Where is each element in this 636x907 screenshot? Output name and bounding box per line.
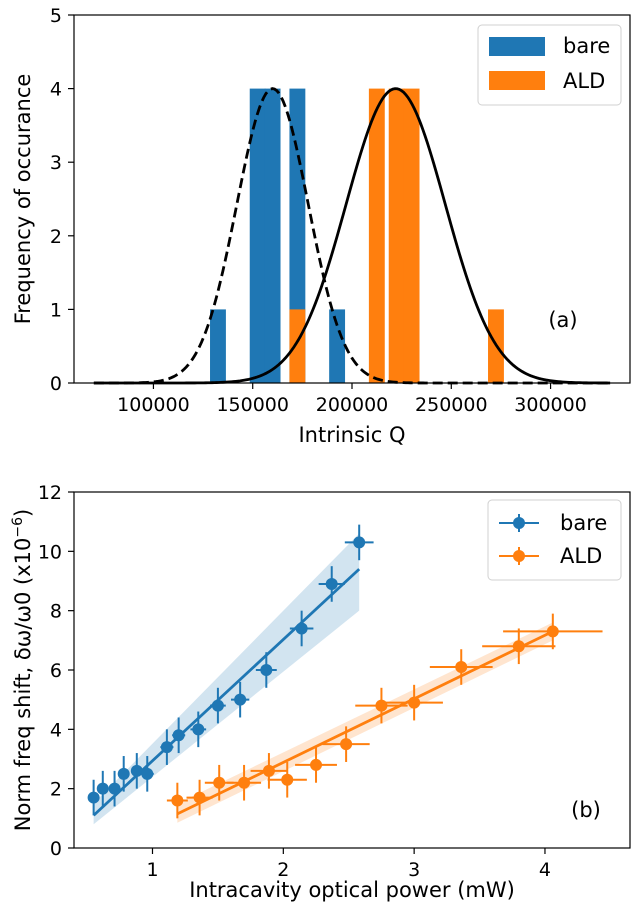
fit-line-ald [176,630,554,816]
data-point-ald [193,791,206,804]
panel-a-y-axis-label: Frequency of occurance [11,74,35,325]
data-point-ald [213,776,226,789]
data-point-bare [211,699,224,712]
data-point-bare [325,577,338,590]
data-point-bare [260,664,273,676]
data-point-bare [87,791,100,804]
y-tick-label: 5 [50,5,62,27]
data-point-bare [96,782,109,795]
legend-swatch-bare [489,37,545,56]
data-point-bare [117,767,130,780]
data-point-ald [340,738,353,751]
data-point-ald [310,758,323,771]
data-point-ald [281,773,294,786]
panel-a-annotation: (a) [548,308,577,332]
data-point-ald [546,625,559,638]
data-point-ald [375,699,388,712]
panel-a-plot-area [93,87,611,385]
data-point-ald [512,640,525,653]
bar-ald-2 [388,88,405,383]
y-tick-label: 8 [50,601,62,623]
legend-marker-dot [513,517,525,529]
panel-a-legend: bare ALD [477,24,622,106]
panel-b-x-axis-label: Intracavity optical power (mW) [189,878,515,902]
y-tick-label: 10 [38,541,62,563]
legend-label-ald: ALD [560,544,602,568]
bar-ald-1 [368,88,385,383]
fit-curve-solid [93,87,611,385]
data-point-ald [171,794,184,807]
data-point-bare [172,729,185,742]
fit-curve-dashed [93,87,611,385]
bar-bare-1 [249,88,266,383]
legend-label-ald: ALD [563,69,605,93]
bar-ald-0 [289,309,306,383]
y-tick-label: 4 [50,79,62,101]
x-tick-label: 100000 [117,394,190,416]
bar-bare-4 [329,309,346,383]
data-point-bare [108,782,121,795]
bar-bare-0 [210,309,226,383]
data-point-bare [192,723,205,736]
data-point-ald [262,764,275,777]
y-tick-label: 6 [50,660,62,682]
x-tick-label: 200000 [316,394,389,416]
panel-b-y-axis-label-superscript: −6 [10,517,26,538]
panel-b-y-axis-label-main: Norm freq shift, δω/ω0 (x10 [11,538,35,832]
data-point-bare [234,693,247,706]
panel-a-ticks: 100000 150000 200000 250000 300000 0 1 2 3 4 5 [50,5,587,416]
y-tick-label: 2 [50,779,62,801]
data-point-bare [160,741,173,754]
panel-b-plot-area [87,524,603,825]
panel-b-y-axis-label-close: ) [11,509,35,517]
bar-bare-2 [264,88,281,383]
x-tick-label: 2 [277,859,289,881]
legend-marker-ald [499,547,539,565]
x-tick-label: 150000 [216,394,289,416]
legend-label-bare: bare [560,511,607,535]
x-tick-label: 3 [408,859,420,881]
x-tick-label: 250000 [415,394,488,416]
legend-swatch-ald [489,71,545,90]
y-tick-label: 0 [50,373,62,395]
data-point-bare [141,767,154,780]
y-tick-label: 1 [50,299,62,321]
data-point-bare [295,622,308,635]
data-point-ald [238,776,251,789]
panel-b-y-axis-label: Norm freq shift, δω/ω0 (x10−6) [10,509,35,831]
y-tick-label: 12 [38,482,62,504]
panel-a-x-axis-label: Intrinsic Q [298,423,405,447]
confidence-band-bare [93,533,360,825]
legend-label-bare: bare [563,34,610,58]
panel-a-histogram: 100000 150000 200000 250000 300000 0 1 2 3 4 5 Int… [11,5,631,447]
y-tick-label: 4 [50,719,62,741]
x-tick-label: 300000 [514,394,587,416]
x-tick-label: 1 [146,859,158,881]
y-tick-label: 2 [50,226,62,248]
panel-b-annotation: (b) [571,798,601,822]
bar-ald-3 [403,88,420,383]
fit-line-bare [92,568,361,817]
data-point-bare [130,764,143,777]
legend-marker-bare [499,514,539,532]
y-tick-label: 3 [50,152,62,174]
y-tick-label: 0 [50,838,62,860]
panel-b-legend: bare ALD [487,499,622,581]
x-tick-label: 4 [539,859,551,881]
data-point-bare [353,536,366,549]
data-point-ald [408,696,421,709]
data-point-ald [455,661,468,674]
legend-marker-dot [513,550,525,562]
